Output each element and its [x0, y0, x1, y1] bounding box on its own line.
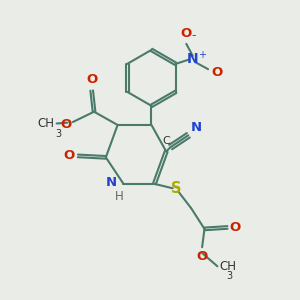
- Text: N: N: [106, 176, 117, 189]
- Text: O: O: [63, 149, 74, 162]
- Text: O: O: [60, 118, 71, 131]
- Text: C: C: [162, 136, 170, 146]
- Text: N: N: [190, 121, 202, 134]
- Text: CH: CH: [37, 117, 54, 130]
- Text: S: S: [171, 181, 181, 196]
- Text: O: O: [86, 73, 97, 86]
- Text: CH: CH: [219, 260, 236, 273]
- Text: O: O: [181, 27, 192, 40]
- Text: 3: 3: [226, 271, 232, 281]
- Text: +: +: [198, 50, 206, 60]
- Text: O: O: [196, 250, 208, 262]
- Text: 3: 3: [55, 129, 61, 139]
- Text: N: N: [187, 52, 199, 67]
- Text: O: O: [211, 66, 222, 79]
- Text: -: -: [192, 29, 196, 42]
- Text: H: H: [115, 190, 124, 203]
- Text: O: O: [230, 221, 241, 234]
